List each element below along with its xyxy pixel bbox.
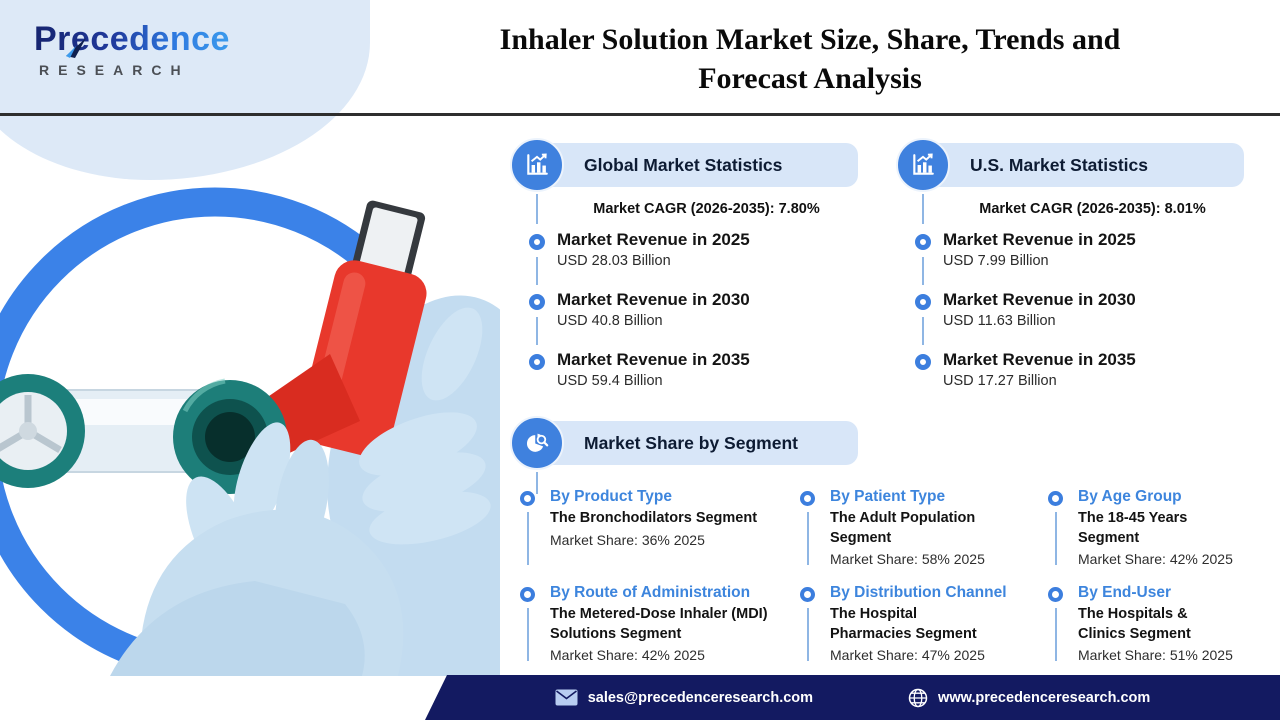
header-divider — [0, 113, 1280, 116]
bullet-icon — [520, 491, 535, 506]
segment-share: Market Share: 58% 2025 — [830, 551, 985, 568]
bullet-icon — [529, 234, 545, 250]
bullet-icon — [800, 587, 815, 603]
segment-heading: By Age Group — [1078, 488, 1182, 505]
page-title-line2: Forecast Analysis — [698, 62, 922, 95]
stat-item: Market Revenue in 2030 USD 40.8 Billion — [510, 290, 858, 345]
global-stats-title: Global Market Statistics — [522, 143, 858, 187]
page-title-line1: Inhaler Solution Market Size, Share, Tre… — [499, 23, 1121, 56]
stat-label: Market Revenue in 2035 — [557, 350, 750, 369]
global-stats-section: Global Market Statistics Market CAGR (20… — [510, 138, 858, 410]
footer-website-text: www.precedenceresearch.com — [938, 689, 1151, 706]
connector-line — [922, 194, 924, 224]
segment-share: Market Share: 51% 2025 — [1078, 647, 1233, 664]
stat-item: Market Revenue in 2035 USD 59.4 Billion — [510, 350, 858, 393]
segment-item: By Age Group The 18-45 Years Segment Mar… — [1048, 488, 1278, 567]
connector-line — [536, 194, 538, 224]
us-cagr: Market CAGR (2026-2035): 8.01% — [979, 201, 1206, 217]
global-cagr: Market CAGR (2026-2035): 7.80% — [593, 201, 820, 217]
bullet-icon — [800, 491, 815, 506]
bullet-icon — [915, 294, 931, 310]
bar-chart-icon — [896, 138, 950, 192]
segment-heading: By Route of Administration — [550, 584, 751, 602]
segment-item: By Route of Administration The Metered-D… — [520, 584, 800, 663]
footer-website-link[interactable]: www.precedenceresearch.com — [908, 688, 1150, 708]
bar-chart-icon — [510, 138, 564, 192]
segment-share: Market Share: 47% 2025 — [830, 647, 985, 664]
sail-icon — [66, 38, 86, 58]
segment-share: Market Share: 42% 2025 — [550, 647, 705, 664]
footer-email-link[interactable]: sales@precedenceresearch.com — [555, 689, 813, 706]
stat-value: USD 17.27 Billion — [943, 373, 1057, 389]
bullet-icon — [529, 294, 545, 310]
segment-name: The 18-45 Years Segment — [1078, 510, 1188, 546]
stat-label: Market Revenue in 2030 — [557, 290, 750, 309]
us-stats-title: U.S. Market Statistics — [908, 143, 1244, 187]
stat-item: Market Revenue in 2025 USD 7.99 Billion — [896, 230, 1244, 285]
segment-name: The Bronchodilators Segment — [550, 510, 758, 526]
stat-label: Market Revenue in 2030 — [943, 290, 1136, 309]
stat-value: USD 40.8 Billion — [557, 313, 663, 329]
bullet-icon — [520, 587, 535, 603]
bullet-icon — [1048, 587, 1063, 603]
page-title: Inhaler Solution Market Size, Share, Tre… — [360, 20, 1260, 98]
segment-heading: By End-User — [1078, 584, 1172, 602]
segment-heading: By Patient Type — [830, 488, 946, 505]
segment-name: The Adult Population Segment — [830, 510, 976, 546]
brand-subname: RESEARCH — [39, 61, 190, 78]
segment-item: By End-User The Hospitals & Clinics Segm… — [1048, 584, 1278, 663]
segment-name: The Hospital Pharmacies Segment — [830, 606, 977, 642]
segment-share: Market Share: 42% 2025 — [1078, 551, 1233, 568]
footer-email-text: sales@precedenceresearch.com — [587, 689, 814, 706]
segment-share: Market Share: 36% 2025 — [550, 531, 705, 548]
segment-heading: By Distribution Channel — [830, 584, 1007, 602]
brand-name: Precedence — [34, 20, 230, 58]
stat-item: Market Revenue in 2025 USD 28.03 Billion — [510, 230, 858, 285]
brand-logo: Precedence RESEARCH — [34, 20, 230, 78]
stat-value: USD 11.63 Billion — [943, 313, 1056, 329]
segment-section-header: Market Share by Segment — [510, 416, 858, 494]
segment-item: By Product Type The Bronchodilators Segm… — [520, 488, 800, 567]
pie-search-icon — [510, 416, 564, 470]
stat-item: Market Revenue in 2030 USD 11.63 Billion — [896, 290, 1244, 345]
us-stats-section: U.S. Market Statistics Market CAGR (2026… — [896, 138, 1244, 410]
stat-label: Market Revenue in 2035 — [943, 350, 1136, 369]
bullet-icon — [915, 354, 931, 370]
inhaler-photo-illustration — [0, 187, 500, 676]
segment-name: The Metered-Dose Inhaler (MDI) Solutions… — [550, 606, 768, 642]
stat-value: USD 28.03 Billion — [557, 253, 671, 269]
segment-item: By Patient Type The Adult Population Seg… — [800, 488, 1048, 567]
stat-value: USD 7.99 Billion — [943, 253, 1049, 269]
segment-grid: By Product Type The Bronchodilators Segm… — [520, 488, 1278, 663]
segment-section-title: Market Share by Segment — [522, 421, 858, 465]
bullet-icon — [529, 354, 545, 370]
segment-heading: By Product Type — [550, 488, 673, 505]
globe-icon — [908, 688, 928, 707]
footer-bar: sales@precedenceresearch.com www.precede… — [425, 675, 1280, 720]
stat-label: Market Revenue in 2025 — [943, 230, 1136, 249]
segment-item: By Distribution Channel The Hospital Pha… — [800, 584, 1048, 663]
bullet-icon — [915, 234, 931, 250]
stat-item: Market Revenue in 2035 USD 17.27 Billion — [896, 350, 1244, 393]
segment-name: The Hospitals & Clinics Segment — [1078, 606, 1191, 642]
envelope-icon — [555, 689, 578, 706]
bullet-icon — [1048, 491, 1063, 506]
stat-value: USD 59.4 Billion — [557, 373, 663, 389]
connector-line — [536, 472, 538, 494]
stat-label: Market Revenue in 2025 — [557, 230, 750, 249]
